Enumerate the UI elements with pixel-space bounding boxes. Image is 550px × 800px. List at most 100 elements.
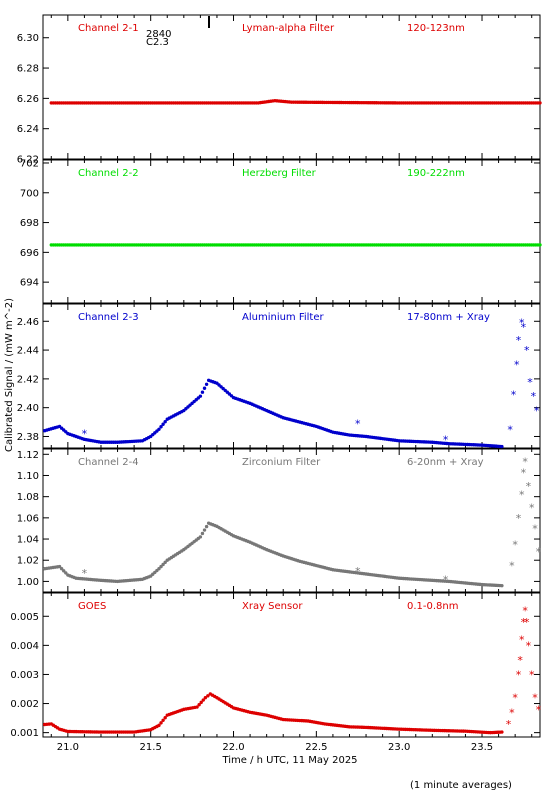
y-tick-label: 696 — [20, 248, 39, 259]
series-points — [42, 521, 504, 588]
panel-2: 694 696 698 700 702 Channel 2-2 Herzberg Filte… — [20, 158, 542, 304]
y-tick-label: 0.002 — [10, 699, 39, 710]
outlier-point: * — [529, 501, 535, 514]
panels-layer: 6.22 6.24 6.26 6.28 6.30 Channel 2-1 Lyman-alp… — [10, 14, 542, 753]
outlier-point: * — [532, 692, 538, 705]
data-point — [500, 444, 504, 449]
y-tick-label: 0.004 — [10, 641, 39, 652]
panel-frame — [42, 159, 541, 304]
x-tick-label: 23.0 — [388, 742, 410, 753]
data-point — [195, 705, 199, 709]
data-point — [202, 386, 207, 390]
data-point — [203, 696, 208, 700]
outlier-point: * — [509, 560, 515, 573]
outlier-point: * — [517, 654, 523, 667]
outlier-point: * — [527, 376, 533, 389]
data-point — [202, 528, 207, 532]
band-label: 17-80nm + Xray — [407, 312, 490, 323]
y-tick-label: 1.12 — [17, 450, 39, 461]
data-point — [159, 564, 163, 569]
data-point — [206, 694, 210, 698]
data-point — [163, 560, 167, 565]
data-point — [204, 382, 209, 386]
data-point — [161, 422, 165, 426]
y-tick-label: 6.28 — [17, 64, 39, 75]
y-tick-label: 694 — [20, 278, 39, 289]
y-tick-label: 1.10 — [17, 471, 39, 482]
x-tick-label: 22.5 — [305, 742, 327, 753]
flare-annotation: 2840 C2.3 — [146, 16, 210, 48]
outlier-point: * — [355, 565, 361, 578]
channel-label: Channel 2-1 — [78, 23, 139, 34]
outlier-point: * — [529, 668, 535, 681]
y-tick-label: 2.44 — [17, 346, 39, 357]
data-point — [197, 703, 201, 707]
outlier-point: * — [526, 639, 532, 652]
panel-frame — [42, 592, 541, 738]
outlier-point: * — [522, 456, 528, 469]
y-tick-label: 2.42 — [17, 374, 39, 385]
data-point — [64, 571, 68, 575]
data-point — [500, 730, 504, 734]
data-point — [157, 566, 161, 571]
x-tick-label: 22.0 — [222, 742, 244, 753]
data-point — [157, 427, 161, 431]
x-axis-label: Time / h UTC, 11 May 2025 — [221, 755, 357, 766]
outlier-point: * — [526, 480, 532, 493]
y-tick-label: 0.001 — [10, 728, 39, 739]
y-tick-label: 2.40 — [17, 403, 39, 414]
data-point — [161, 562, 165, 567]
outlier-point: * — [521, 321, 527, 334]
y-tick-label: 702 — [20, 158, 39, 169]
panel-1: 6.22 6.24 6.26 6.28 6.30 Channel 2-1 Lyman-alp… — [17, 14, 542, 166]
outlier-point: * — [536, 703, 542, 716]
data-point — [204, 524, 209, 529]
filter-label: Lyman-alpha Filter — [242, 23, 335, 34]
series-points — [49, 98, 542, 105]
band-label: 120-123nm — [407, 23, 465, 34]
y-tick-label: 1.00 — [17, 577, 39, 588]
outlier-point: * — [516, 334, 522, 347]
panel-frame — [42, 448, 541, 593]
filter-label: Xray Sensor — [242, 601, 303, 612]
data-point — [163, 420, 167, 424]
panel-4: 1.00 1.02 1.04 1.06 1.08 1.10 1.12 Channel 2-4 Z… — [17, 448, 542, 593]
y-tick-label: 6.24 — [17, 124, 39, 135]
flare-annotation-class: C2.3 — [146, 37, 169, 48]
panel-5: 0.001 0.002 0.003 0.004 0.005 GOES Xray Sensor… — [10, 592, 542, 739]
data-point — [199, 700, 203, 705]
y-tick-label: 6.26 — [17, 94, 39, 105]
panel-3: 2.38 2.40 2.42 2.44 2.46 Channel 2-3 Aluminium… — [17, 303, 541, 449]
outlier-point: * — [512, 692, 518, 705]
outlier-point: * — [443, 573, 449, 586]
data-point — [538, 243, 542, 247]
channel-label: GOES — [78, 601, 106, 612]
y-tick-label: 2.38 — [17, 432, 39, 443]
x-tick-label: 23.5 — [471, 742, 493, 753]
data-point — [198, 394, 203, 398]
data-point — [163, 716, 167, 720]
outlier-point: * — [536, 546, 542, 559]
outlier-point: * — [521, 466, 527, 479]
data-point — [201, 698, 205, 702]
outlier-point: * — [516, 668, 522, 681]
outlier-point: * — [519, 489, 525, 502]
outlier-point: * — [524, 344, 530, 357]
y-tick-label: 6.30 — [17, 33, 39, 44]
data-point — [198, 535, 203, 539]
outlier-point: * — [521, 616, 527, 629]
y-tick-label: 1.04 — [17, 535, 39, 546]
outlier-point: * — [507, 423, 513, 436]
outlier-point: * — [506, 718, 512, 731]
channel-label: Channel 2-2 — [78, 168, 139, 179]
outlier-point: * — [524, 616, 530, 629]
y-tick-label: 1.02 — [17, 556, 39, 567]
outlier-point: * — [516, 512, 522, 525]
y-tick-label: 698 — [20, 218, 39, 229]
y-axis-label: Calibrated Signal / (mW m^-2) — [4, 298, 15, 452]
outlier-point: * — [514, 358, 520, 371]
data-point — [161, 718, 165, 722]
data-point — [57, 564, 62, 569]
y-tick-label: 0.005 — [10, 612, 39, 623]
